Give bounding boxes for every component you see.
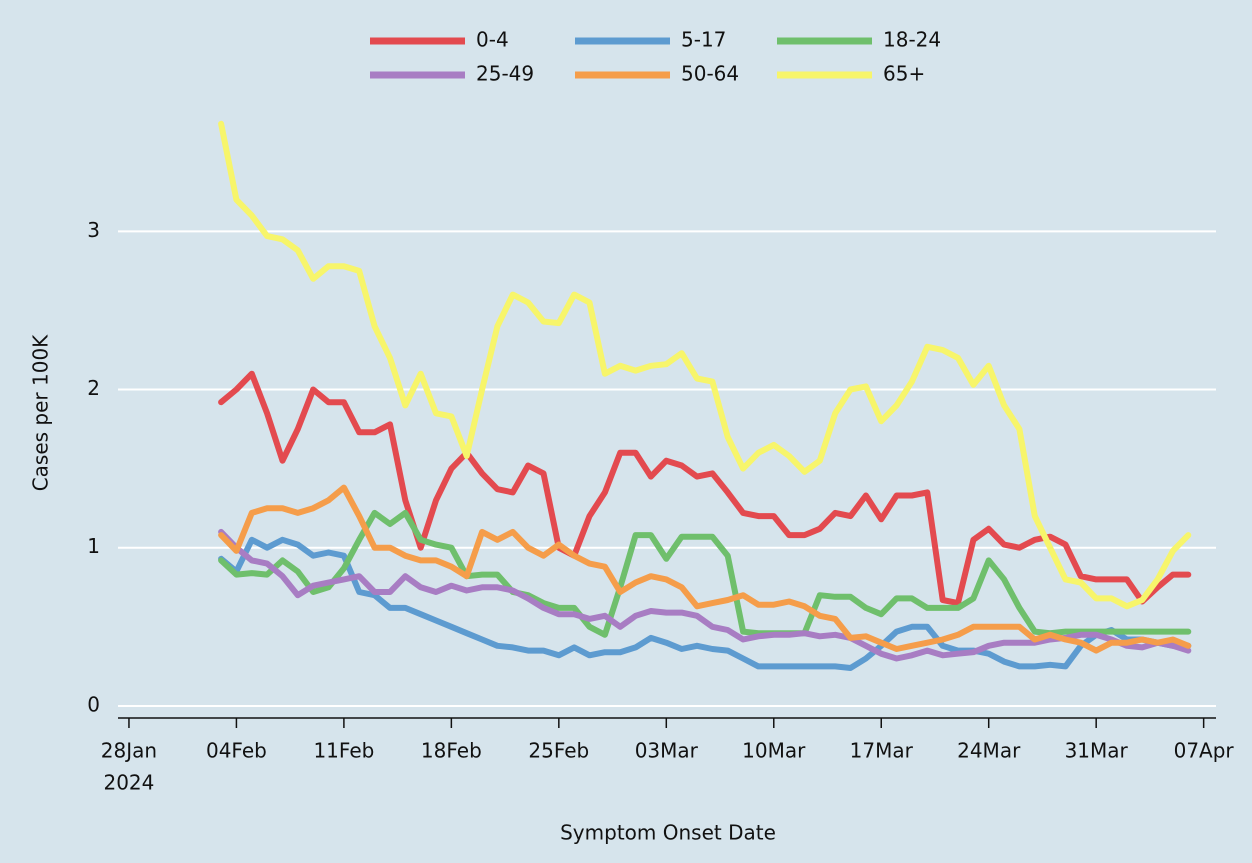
legend-label: 18-24 xyxy=(883,28,941,52)
x-tick-label: 25Feb xyxy=(528,739,589,763)
y-tick-label: 2 xyxy=(87,376,100,400)
x-tick-label: 28Jan xyxy=(101,739,157,763)
y-axis-title: Cases per 100K xyxy=(29,334,53,491)
x-tick-label: 17Mar xyxy=(850,739,914,763)
legend-label: 65+ xyxy=(883,62,925,86)
legend-label: 50-64 xyxy=(681,62,739,86)
y-tick-label: 3 xyxy=(87,218,100,242)
series-line xyxy=(218,120,1192,610)
series-line xyxy=(218,536,1192,671)
y-tick-label: 1 xyxy=(87,534,100,558)
x-year-label: 2024 xyxy=(103,771,154,795)
series-line xyxy=(218,484,1192,654)
x-tick-label: 10Mar xyxy=(742,739,806,763)
legend-label: 0-4 xyxy=(476,28,509,52)
x-tick-label: 18Feb xyxy=(421,739,482,763)
series-line xyxy=(218,370,1192,607)
x-tick-label: 11Feb xyxy=(313,739,374,763)
series-line xyxy=(218,509,1192,638)
x-tick-label: 31Mar xyxy=(1065,739,1129,763)
legend-label: 5-17 xyxy=(681,28,726,52)
x-tick-label: 03Mar xyxy=(635,739,699,763)
x-tick-label: 24Mar xyxy=(957,739,1021,763)
x-tick-label: 07Apr xyxy=(1174,739,1235,763)
x-tick-label: 04Feb xyxy=(206,739,267,763)
x-axis-title: Symptom Onset Date xyxy=(560,821,776,845)
series-line xyxy=(218,528,1192,662)
legend-label: 25-49 xyxy=(476,62,534,86)
y-tick-label: 0 xyxy=(87,692,100,716)
